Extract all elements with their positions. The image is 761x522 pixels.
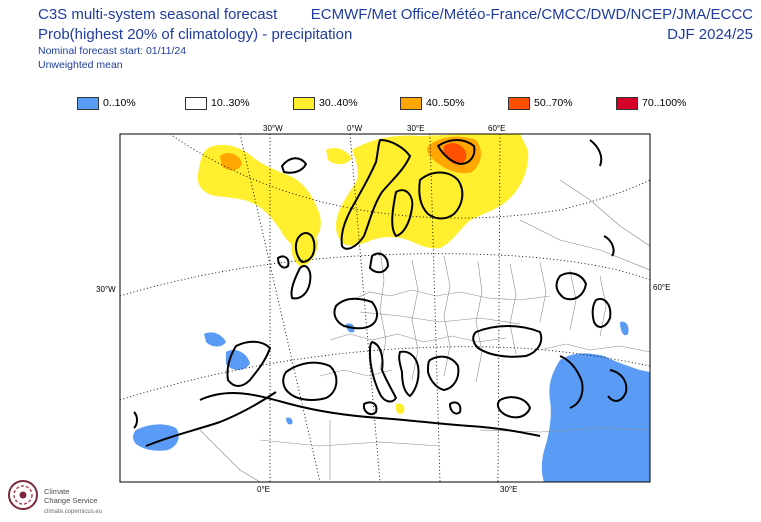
map-subtitle: Prob(highest 20% of climatology) - preci…: [38, 26, 353, 43]
header-right: ECMWF/Met Office/Météo-France/CMCC/DWD/N…: [311, 5, 753, 44]
lon-label-top-0w: 0°W: [347, 124, 363, 133]
season-label: DJF 2024/25: [667, 26, 753, 43]
legend-label: 70..100%: [642, 97, 687, 109]
legend-swatch: [400, 96, 422, 110]
map-content: [120, 134, 650, 482]
shading-0-10: [133, 321, 650, 482]
coastlines: [133, 139, 628, 447]
legend-item-0-10: 0..10%: [77, 96, 136, 110]
lon-label-bottom-0e: 0°E: [257, 485, 270, 494]
lat-label-left-30w: 30°W: [96, 285, 116, 294]
legend-swatch: [185, 96, 207, 110]
map-title: C3S multi-system seasonal forecast: [38, 6, 278, 23]
legend: 0..10% 10..30% 30..40% 40..50% 50..70% 7…: [77, 96, 717, 110]
legend-label: 0..10%: [103, 97, 136, 109]
shading-30-40: [197, 134, 529, 415]
lon-label-top-60e: 60°E: [488, 124, 505, 133]
legend-swatch: [508, 96, 530, 110]
systems-list: ECMWF/Met Office/Météo-France/CMCC/DWD/N…: [310, 6, 753, 23]
map-frame: [119, 133, 651, 483]
lon-label-bottom-30e: 30°E: [500, 485, 517, 494]
legend-item-30-40: 30..40%: [293, 96, 358, 110]
lon-label-top-30w: 30°W: [263, 124, 283, 133]
legend-label: 30..40%: [319, 97, 358, 109]
logo-text: Climate Change Service: [44, 487, 97, 505]
legend-swatch: [616, 96, 638, 110]
graticule: [120, 134, 650, 482]
legend-label: 50..70%: [534, 97, 573, 109]
weighting-note: Unweighted mean: [38, 59, 123, 71]
logo-line1: Climate: [44, 487, 70, 496]
forecast-start: Nominal forecast start: 01/11/24: [38, 45, 187, 57]
climate-change-service-icon: [8, 480, 38, 510]
lat-label-right-60e: 60°E: [653, 283, 670, 292]
legend-swatch: [77, 96, 99, 110]
legend-item-70-100: 70..100%: [616, 96, 686, 110]
lon-label-top-30e: 30°E: [407, 124, 424, 133]
header-left: C3S multi-system seasonal forecast Prob(…: [38, 5, 352, 72]
legend-label: 40..50%: [426, 97, 465, 109]
legend-label: 10..30%: [211, 97, 250, 109]
logo-line2: Change Service: [44, 496, 98, 505]
legend-item-50-70: 50..70%: [508, 96, 573, 110]
legend-item-40-50: 40..50%: [400, 96, 465, 110]
logo-url: climate.copernicus.eu: [44, 509, 103, 515]
legend-item-10-30: 10..30%: [185, 96, 250, 110]
legend-swatch: [293, 96, 315, 110]
copernicus-logo: Climate Change Service climate.copernicu…: [6, 478, 126, 518]
